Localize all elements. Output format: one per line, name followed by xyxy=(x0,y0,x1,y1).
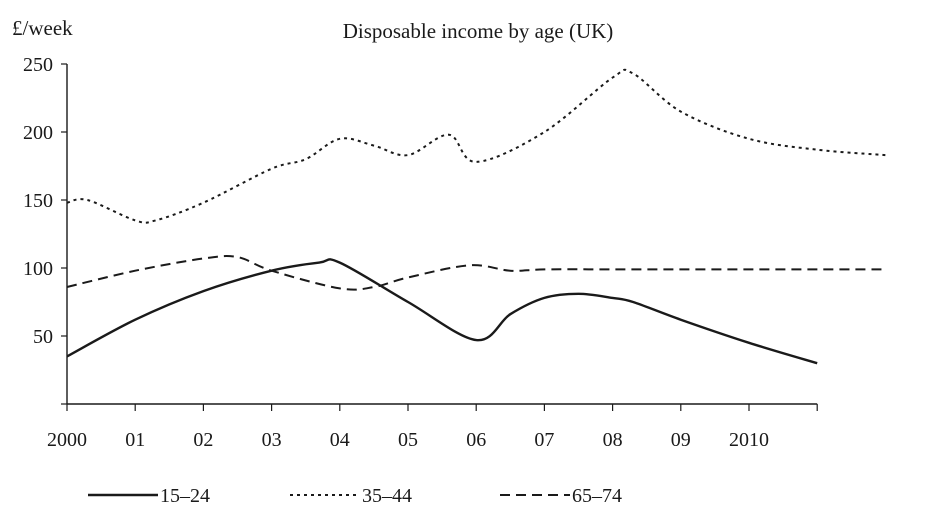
x-tick-label: 04 xyxy=(330,429,350,451)
series-line-2 xyxy=(66,68,886,224)
series-line-3 xyxy=(66,255,886,291)
legend: 15–24 35–44 65–74 xyxy=(88,485,622,507)
series-lines xyxy=(66,68,886,365)
x-tick-label: 01 xyxy=(125,429,145,451)
axis-ticks: 50 100 150 200 250 2000 01 02 03 04 05 06 07 08 09 2010 xyxy=(23,54,818,451)
x-tick-label: 07 xyxy=(534,429,554,451)
y-axis-label: £/week xyxy=(12,16,73,40)
y-tick-label: 50 xyxy=(33,326,53,348)
x-tick-label: 2000 xyxy=(47,429,87,451)
y-tick-label: 150 xyxy=(23,190,53,212)
x-tick-label: 05 xyxy=(398,429,418,451)
legend-label-2: 35–44 xyxy=(362,485,412,507)
y-tick-label: 250 xyxy=(23,54,53,76)
x-tick-label: 08 xyxy=(603,429,623,451)
x-tick-label: 02 xyxy=(193,429,213,451)
y-tick-label: 100 xyxy=(23,258,53,280)
legend-label-3: 65–74 xyxy=(572,485,622,507)
axes xyxy=(66,64,818,405)
series-line-1 xyxy=(66,258,818,365)
y-tick-label: 200 xyxy=(23,122,53,144)
chart-title: Disposable income by age (UK) xyxy=(343,19,614,43)
x-tick-label: 09 xyxy=(671,429,691,451)
x-tick-label: 2010 xyxy=(729,429,769,451)
x-tick-label: 06 xyxy=(466,429,486,451)
x-tick-label: 03 xyxy=(262,429,282,451)
legend-label-1: 15–24 xyxy=(160,485,210,507)
